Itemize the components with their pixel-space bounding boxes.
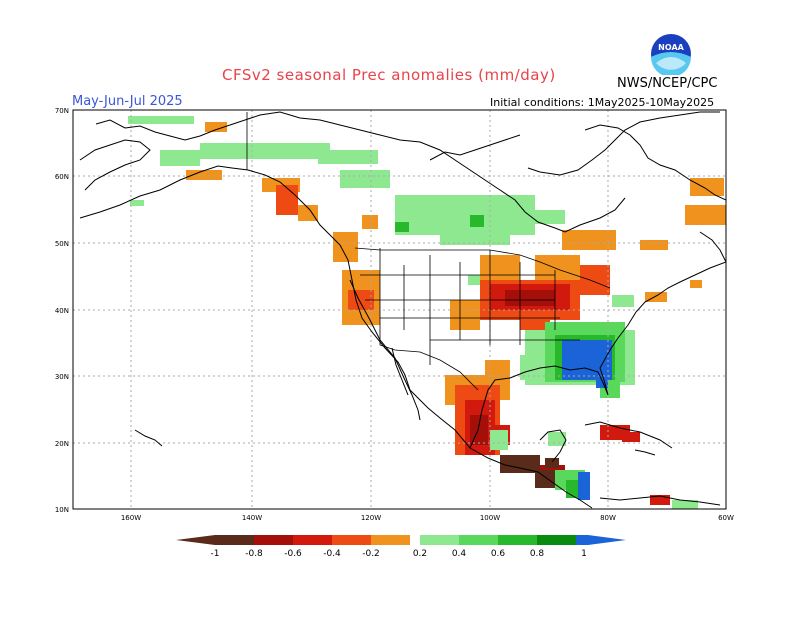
colorbar-label: -1	[211, 549, 220, 559]
colorbar-segment	[420, 535, 459, 545]
colorbar-segment	[498, 535, 537, 545]
colorbar-label: 0.6	[491, 549, 506, 559]
borders	[246, 112, 611, 391]
map-frame	[72, 109, 727, 510]
lat-label: 70N	[55, 107, 69, 115]
colorbar-label: 0.8	[530, 549, 545, 559]
colorbar-segment	[215, 535, 254, 545]
lon-label: 160W	[121, 514, 141, 522]
colorbar-segment	[537, 535, 576, 545]
lat-labels: 70N 60N 50N 40N 30N 20N 10N	[55, 107, 69, 514]
lon-labels: 160W 140W 120W 100W 80W 60W	[121, 514, 734, 522]
lat-label: 50N	[55, 240, 69, 248]
colorbar-segment	[332, 535, 371, 545]
lat-label: 30N	[55, 373, 69, 381]
colorbar-segment	[576, 535, 588, 545]
initial-conditions-label: Initial conditions: 1May2025-10May2025	[490, 96, 715, 109]
colorbar-label: -0.6	[284, 549, 302, 559]
colorbar-neutral	[410, 535, 420, 545]
colorbar-segment	[371, 535, 410, 545]
colorbar-label: 1	[581, 549, 587, 559]
colorbar-label: -0.4	[323, 549, 341, 559]
colorbar-label: -0.2	[362, 549, 380, 559]
map-title: CFSv2 seasonal Prec anomalies (mm/day)	[222, 66, 556, 84]
colorbar-segment	[293, 535, 332, 545]
lat-label: 60N	[55, 173, 69, 181]
colorbar-segment	[254, 535, 293, 545]
colorbar-low-arrow	[176, 535, 215, 545]
lon-label: 100W	[480, 514, 500, 522]
colorbar-label: 0.2	[413, 549, 427, 559]
logo-text: NOAA	[658, 43, 684, 52]
colorbar-label: 0.4	[452, 549, 467, 559]
colorbar-high-arrow	[588, 535, 626, 545]
graticule	[73, 110, 726, 509]
lon-label: 140W	[242, 514, 262, 522]
lat-label: 10N	[55, 506, 69, 514]
colorbar-segment	[459, 535, 498, 545]
lon-label: 120W	[361, 514, 381, 522]
lat-label: 20N	[55, 440, 69, 448]
lon-label: 80W	[600, 514, 616, 522]
lat-label: 40N	[55, 307, 69, 315]
noaa-logo-icon: NOAA	[651, 34, 691, 75]
colorbar: -1 -0.8 -0.6 -0.4 -0.2 0.2 0.4 0.6 0.8 1	[176, 535, 626, 559]
lon-label: 60W	[718, 514, 734, 522]
coastlines	[79, 111, 726, 509]
season-label: May-Jun-Jul 2025	[72, 94, 183, 109]
agency-label: NWS/NCEP/CPC	[617, 76, 718, 91]
colorbar-label: -0.8	[245, 549, 263, 559]
